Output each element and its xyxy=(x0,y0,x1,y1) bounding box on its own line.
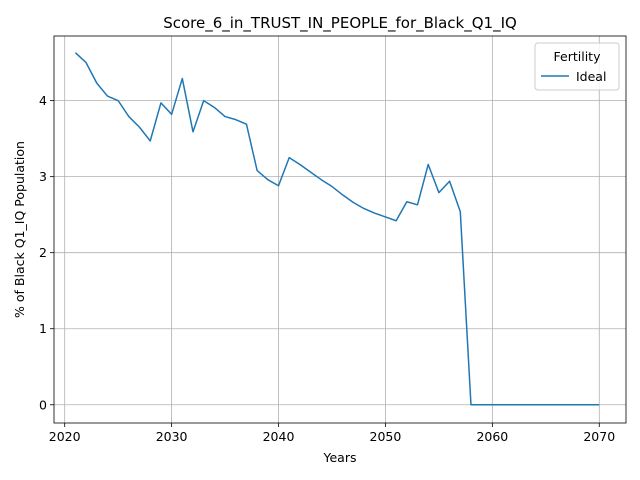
x-tick-label: 2050 xyxy=(370,429,402,444)
legend-label-ideal: Ideal xyxy=(576,69,606,84)
plot-frame xyxy=(53,35,627,424)
x-tick-label: 2060 xyxy=(476,429,508,444)
y-tick-label: 0 xyxy=(39,397,47,412)
x-tick-label: 2020 xyxy=(49,429,81,444)
legend-box xyxy=(534,42,620,91)
x-tick-label: 2040 xyxy=(263,429,295,444)
x-axis-label: Years xyxy=(323,450,357,465)
series-lines xyxy=(74,52,600,406)
y-tick-label: 1 xyxy=(39,321,47,336)
x-axis-ticks: 2020 2030 2040 2050 2060 2070 xyxy=(49,423,615,444)
x-tick-label: 2030 xyxy=(156,429,188,444)
chart-title: Score_6_in_TRUST_IN_PEOPLE_for_Black_Q1_… xyxy=(163,14,517,33)
grid-lines xyxy=(54,36,626,423)
legend: Fertility Ideal xyxy=(534,42,620,91)
y-tick-label: 2 xyxy=(39,245,47,260)
y-tick-label: 4 xyxy=(39,93,47,108)
legend-title: Fertility xyxy=(554,49,602,64)
x-tick-label: 2070 xyxy=(583,429,615,444)
series-line-ideal xyxy=(74,52,600,406)
y-axis-ticks: 0 1 2 3 4 xyxy=(39,93,54,412)
y-tick-label: 3 xyxy=(39,169,47,184)
y-axis-label: % of Black Q1_IQ Population xyxy=(12,141,27,318)
